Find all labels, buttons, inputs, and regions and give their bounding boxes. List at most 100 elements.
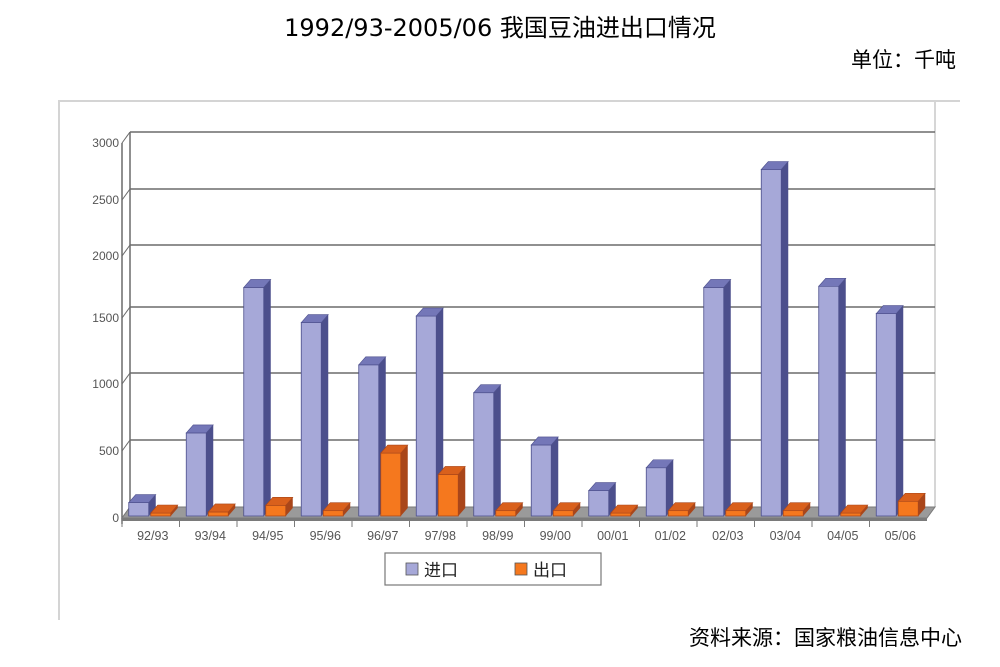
import-bar-top: [588, 482, 617, 491]
import-bar: [760, 161, 789, 517]
export-bar-front: [322, 510, 344, 517]
export-bar-top: [840, 504, 869, 514]
import-bar: [703, 279, 732, 517]
import-bar-side: [723, 279, 731, 516]
import-bar-side: [666, 459, 674, 516]
y-tick-label: 1500: [92, 311, 119, 325]
export-bar-side: [170, 505, 178, 516]
export-bar-top: [150, 504, 179, 514]
legend-box: [384, 552, 602, 586]
y-tick-label: 2500: [92, 193, 119, 207]
export-bar: [552, 502, 581, 517]
y-tick-label: 3000: [92, 136, 119, 150]
chart-frame: [58, 100, 960, 620]
export-bar-side: [400, 445, 408, 516]
import-bar-front: [588, 490, 610, 517]
x-axis-labels: 92/93 93/94 94/95 95/96 96/97 97/98 98/99 99/00…: [121, 521, 916, 543]
x-tick-label: 03/04: [770, 529, 801, 543]
import-bar-side: [263, 279, 271, 516]
y-tick-label: 2000: [92, 249, 119, 263]
export-bar: [495, 502, 524, 517]
export-bar-side: [458, 466, 466, 516]
import-bar-front: [415, 315, 437, 517]
import-bar-top: [415, 307, 444, 317]
import-bar-top: [703, 279, 732, 288]
import-bar: [243, 279, 272, 517]
import-bar: [588, 482, 617, 517]
export-bar: [610, 504, 639, 517]
export-bar: [667, 502, 696, 517]
export-bar-side: [745, 502, 753, 516]
tick-diagonal: [121, 244, 131, 257]
x-tick-label: 99/00: [540, 529, 571, 543]
import-bar: [185, 424, 214, 517]
bars: [128, 161, 926, 517]
import-bar: [415, 307, 444, 517]
export-bar-side: [285, 497, 293, 516]
import-bar-front: [530, 444, 552, 517]
import-bar: [875, 305, 904, 517]
export-bar-front: [150, 512, 172, 517]
export-bar-front: [782, 510, 804, 517]
legend-swatch-export: [514, 562, 528, 576]
import-bar-front: [645, 467, 667, 517]
export-bar: [725, 502, 754, 517]
import-bar-side: [436, 308, 444, 516]
import-bar-side: [896, 305, 904, 516]
export-bar-front: [265, 504, 287, 517]
x-tick-label: 98/99: [482, 529, 513, 543]
x-tick-label: 00/01: [597, 529, 628, 543]
tick-diagonal: [121, 372, 131, 385]
import-bar-side: [321, 314, 329, 516]
export-bar: [380, 444, 409, 517]
x-tick-label: 97/98: [425, 529, 456, 543]
import-bar-side: [551, 436, 559, 516]
x-tick-label: 92/93: [137, 529, 168, 543]
y-axis: 0 500 1000 1500 2000 2500 3000: [92, 102, 936, 525]
import-bar-side: [148, 494, 156, 516]
import-bar-front: [818, 285, 840, 517]
import-bar-front: [300, 322, 322, 517]
x-tick-label: 96/97: [367, 529, 398, 543]
export-bar-top: [897, 492, 926, 502]
legend: 进口 出口: [384, 552, 602, 586]
export-bar-side: [688, 502, 696, 516]
export-bar: [437, 466, 466, 517]
legend-label-export: 出口: [533, 561, 567, 581]
import-bar-top: [300, 314, 329, 323]
export-bar-top: [610, 504, 639, 514]
export-bar-top: [495, 502, 524, 511]
export-bar-side: [860, 505, 868, 516]
import-bar-top: [358, 356, 387, 366]
import-bar: [818, 277, 847, 517]
export-bar-front: [207, 511, 229, 517]
import-bar-top: [818, 277, 847, 287]
import-bar-front: [243, 287, 265, 517]
floor-edge: [122, 518, 927, 521]
x-tick-label: 95/96: [310, 529, 341, 543]
import-bar-top: [760, 161, 789, 170]
import-bar: [473, 384, 502, 517]
export-bar-side: [228, 503, 236, 516]
import-bar-top: [875, 305, 904, 314]
legend-label-import: 进口: [424, 561, 458, 581]
export-bar-side: [803, 502, 811, 516]
export-bar: [150, 504, 179, 517]
export-bar-side: [515, 502, 523, 516]
import-bar: [128, 494, 157, 517]
import-bar-front: [185, 432, 207, 517]
export-bar-top: [667, 502, 696, 511]
export-bar-front: [610, 512, 632, 517]
export-bar-top: [380, 444, 409, 454]
import-bar-side: [608, 482, 616, 516]
export-bar: [782, 502, 811, 517]
export-bar-front: [437, 474, 459, 517]
export-bar-front: [552, 510, 574, 517]
x-tick-label: 05/06: [885, 529, 916, 543]
import-bar-side: [838, 278, 846, 516]
import-bar-front: [760, 169, 782, 517]
import-bar-top: [645, 459, 674, 469]
import-bar-front: [875, 313, 897, 517]
import-bar-front: [703, 287, 725, 517]
export-bar: [207, 503, 236, 517]
